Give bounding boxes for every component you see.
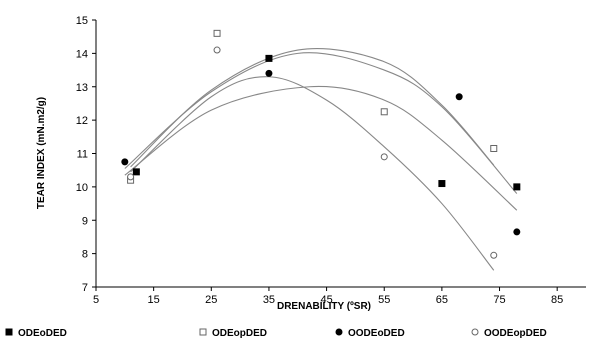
data-point-series-1 bbox=[265, 54, 273, 62]
legend-label-series-2: ODEopDED bbox=[212, 328, 267, 339]
data-point-series-4 bbox=[490, 251, 498, 259]
x-tick-label: 35 bbox=[263, 294, 275, 306]
fit-curve-series-4 bbox=[130, 76, 495, 271]
fit-curve-series-1 bbox=[124, 52, 518, 194]
data-point-series-2 bbox=[213, 29, 221, 37]
data-point-series-4 bbox=[127, 173, 135, 181]
data-markers bbox=[121, 29, 521, 259]
data-point-series-3 bbox=[121, 158, 129, 166]
x-tick-label: 55 bbox=[378, 294, 390, 306]
data-point-series-1 bbox=[132, 168, 140, 176]
y-tick-label: 12 bbox=[76, 115, 88, 127]
data-point-series-4 bbox=[380, 153, 388, 161]
fit-curve-series-3 bbox=[124, 85, 518, 211]
y-tick-label: 13 bbox=[76, 82, 88, 94]
y-tick-label: 8 bbox=[82, 249, 88, 261]
fit-curves bbox=[124, 48, 518, 271]
y-tick-label: 15 bbox=[76, 15, 88, 27]
y-axis-title: TEAR INDEX (mN.m2/g) bbox=[36, 97, 47, 209]
x-tick-label: 15 bbox=[148, 294, 160, 306]
legend-marker-series-2 bbox=[199, 328, 207, 336]
x-tick-label: 75 bbox=[493, 294, 505, 306]
axes: 7 8 9 10 11 12 13 14 15 5 15 25 35 45 55 65 75 85 bbox=[76, 15, 586, 306]
data-point-series-4 bbox=[213, 46, 221, 54]
data-point-series-2 bbox=[490, 144, 498, 152]
x-tick-label: 5 bbox=[93, 294, 99, 306]
x-tick-label: 85 bbox=[551, 294, 563, 306]
data-point-series-1 bbox=[513, 183, 521, 191]
data-point-series-1 bbox=[438, 180, 446, 188]
y-tick-label: 11 bbox=[77, 149, 88, 161]
x-axis-title: DRENABILITY (ºSR) bbox=[277, 301, 371, 312]
y-tick-label: 14 bbox=[76, 48, 88, 60]
fit-curve-series-2 bbox=[130, 48, 495, 168]
x-tick-label: 25 bbox=[205, 294, 217, 306]
y-tick-label: 7 bbox=[82, 282, 88, 294]
data-point-series-3 bbox=[513, 228, 521, 236]
data-point-series-3 bbox=[455, 93, 463, 101]
x-tick-label: 45 bbox=[320, 294, 332, 306]
x-tick-label: 65 bbox=[436, 294, 448, 306]
data-point-series-2 bbox=[380, 108, 388, 116]
legend-label-series-1: ODEoDED bbox=[18, 328, 67, 339]
legend-marker-series-3 bbox=[335, 328, 343, 336]
legend-label-series-3: OODEoDED bbox=[348, 328, 405, 339]
y-tick-label: 9 bbox=[82, 215, 88, 227]
legend-marker-series-4 bbox=[471, 328, 479, 336]
legend-marker-series-1 bbox=[5, 328, 13, 336]
data-point-series-3 bbox=[265, 69, 273, 77]
legend-label-series-4: OODEopDED bbox=[484, 328, 547, 339]
legend: ODEoDED ODEopDED OODEoDED OODEopDED bbox=[5, 328, 547, 339]
y-tick-label: 10 bbox=[76, 182, 88, 194]
